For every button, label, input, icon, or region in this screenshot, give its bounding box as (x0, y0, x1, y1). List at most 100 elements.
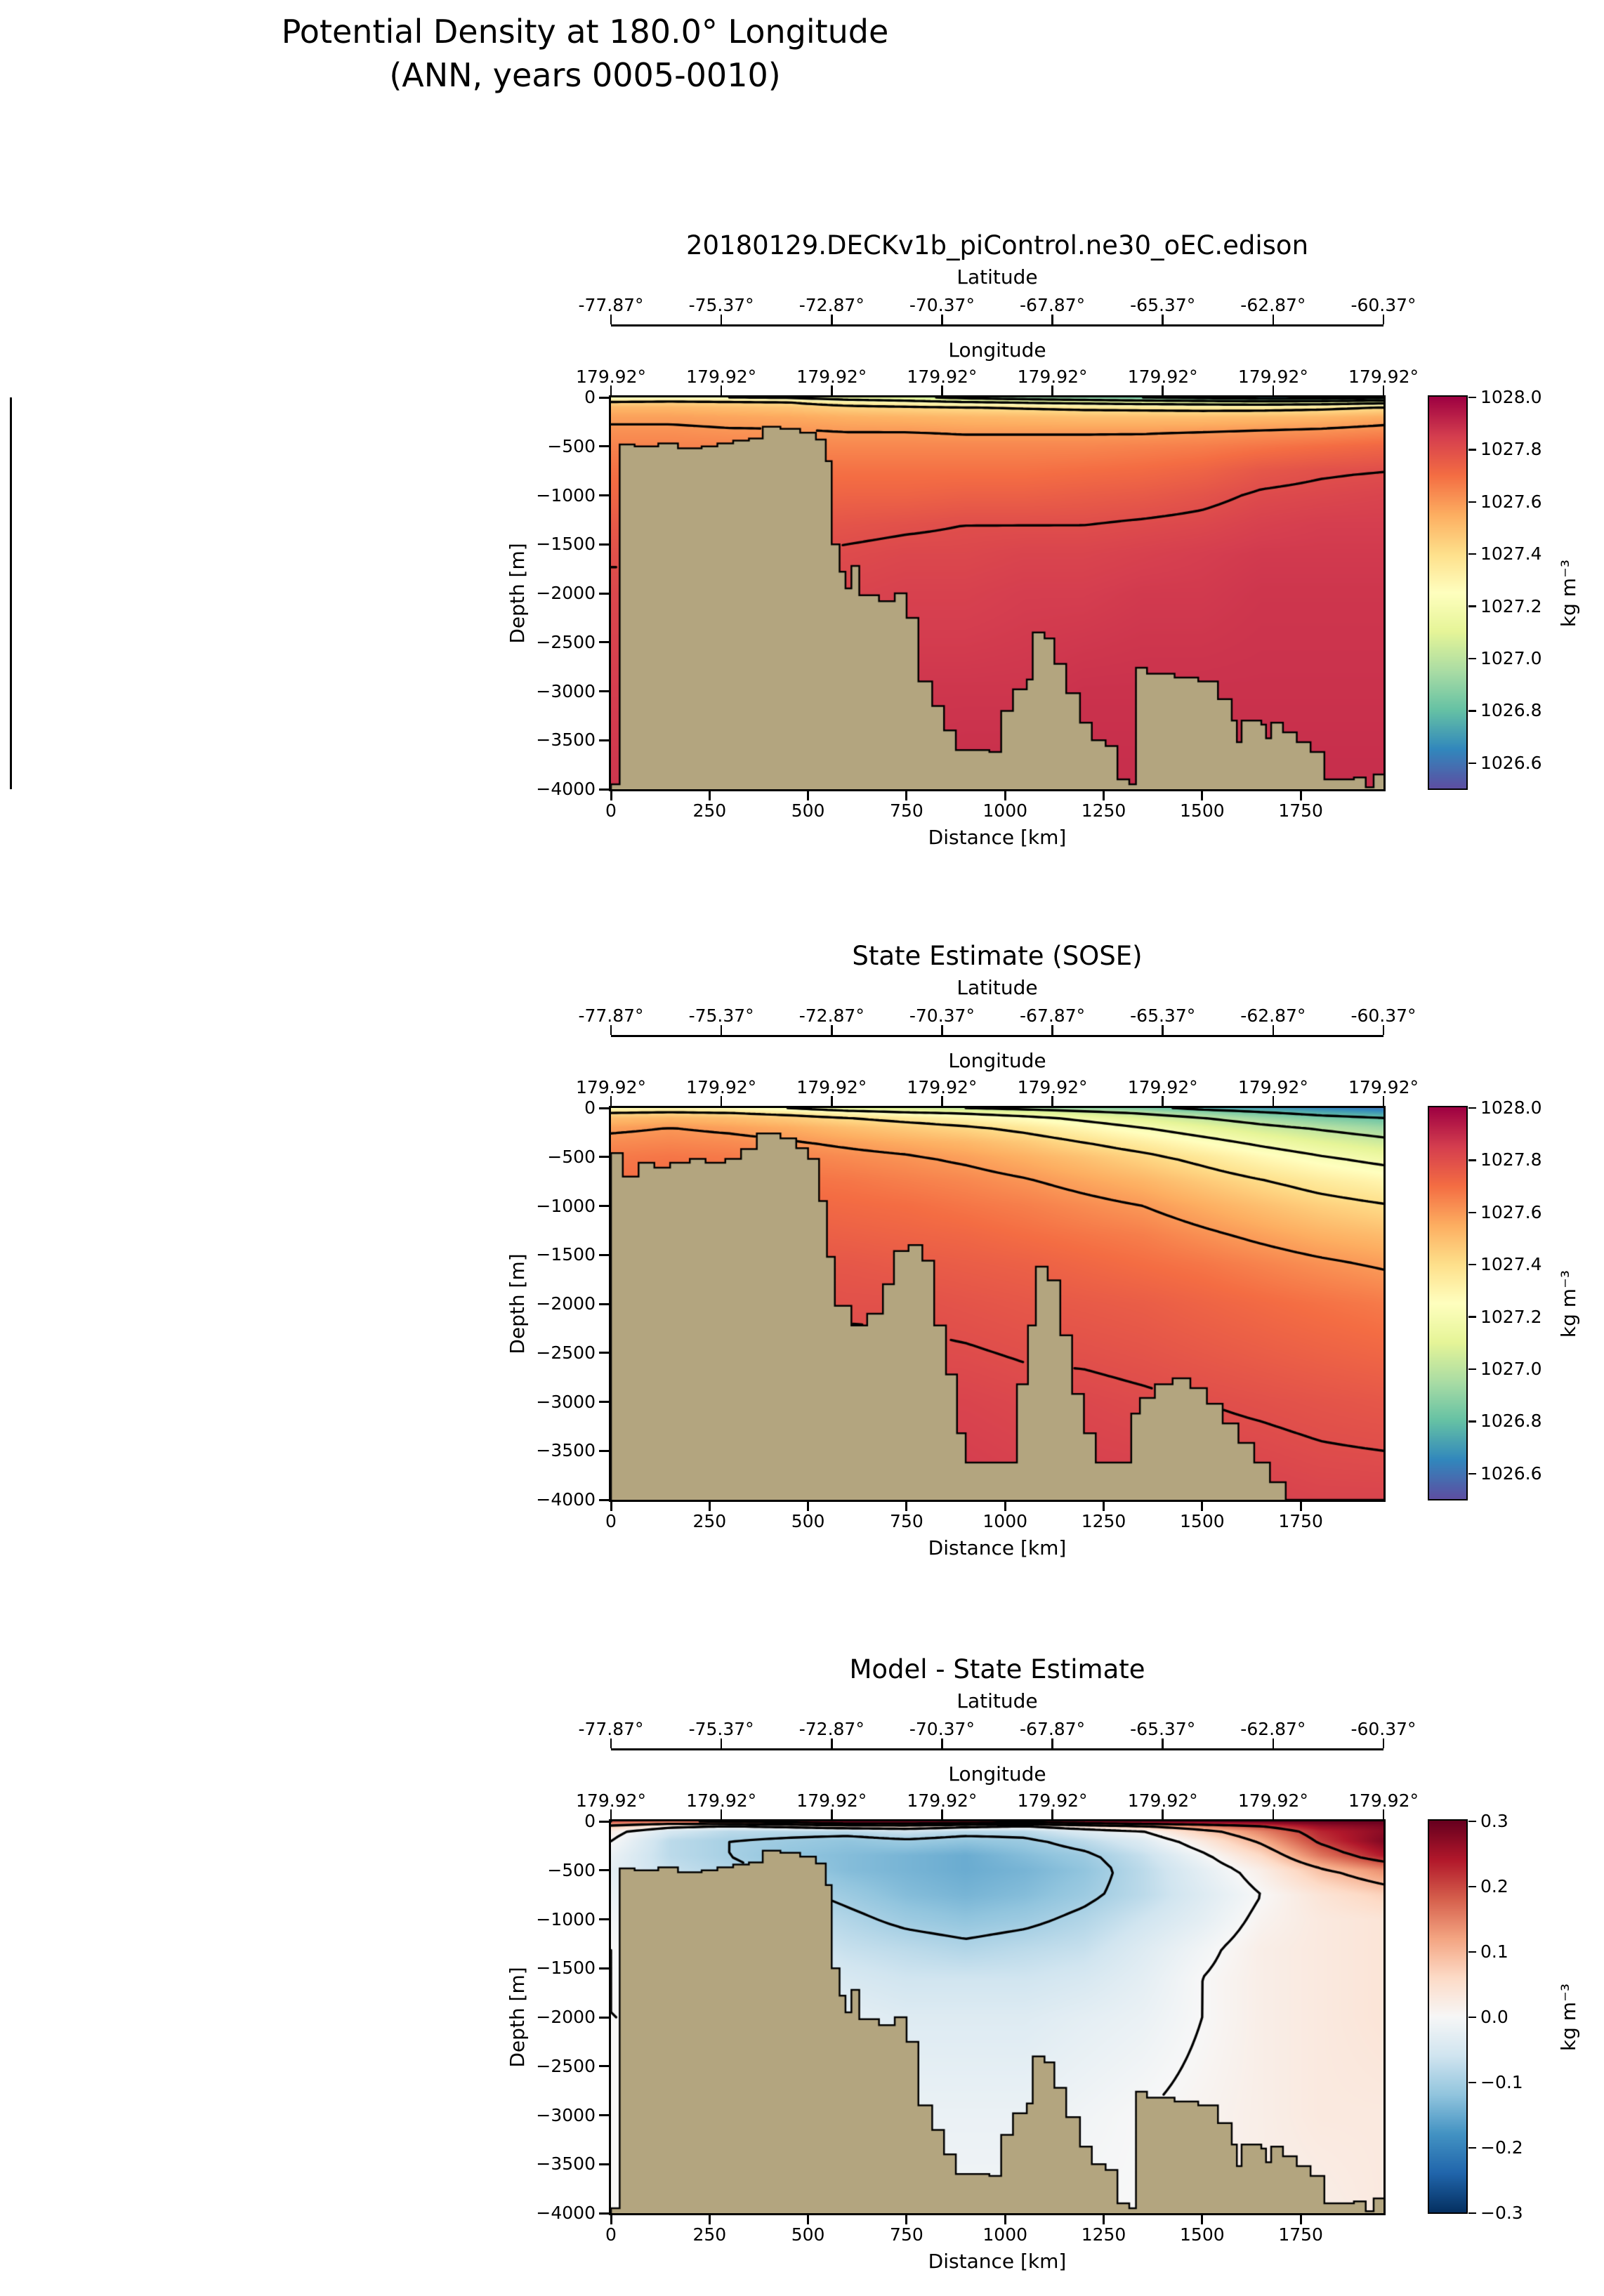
latitude-tick-mark (941, 315, 943, 324)
latitude-tick-label: -70.37° (909, 1719, 975, 1739)
depth-tick-mark (599, 396, 609, 399)
latitude-tick-label: -67.87° (1020, 295, 1086, 315)
depth-tick-mark (599, 445, 609, 448)
colorbar-tick-mark (1468, 1420, 1476, 1423)
longitude-tick-mark (720, 1809, 723, 1819)
depth-tick-mark (599, 1869, 609, 1872)
depth-tick-label: −2000 (536, 2007, 596, 2027)
depth-tick-label: −500 (547, 435, 596, 456)
latitude-tick-label: -77.87° (578, 1719, 644, 1739)
longitude-tick-mark (941, 1809, 943, 1819)
depth-tick-mark (599, 1449, 609, 1452)
longitude-tick-label: 179.92° (1237, 1790, 1308, 1811)
colorbar-tick-mark (1468, 1951, 1476, 1953)
longitude-tick-mark (1051, 1809, 1053, 1819)
latitude-tick-label: -67.87° (1020, 1005, 1086, 1026)
depth-tick-mark (599, 1967, 609, 1970)
longitude-tick-mark (1272, 385, 1275, 395)
depth-tick-mark (599, 494, 609, 496)
colorbar-tick-label: 1027.4 (1480, 543, 1542, 565)
distance-tick-label: 1250 (1081, 2224, 1126, 2245)
longitude-tick-mark (1382, 1096, 1385, 1106)
depth-tick-label: −3000 (536, 680, 596, 701)
colorbar-tick-mark (1468, 1316, 1476, 1318)
colorbar-tick-mark (1468, 553, 1476, 555)
longitude-tick-mark (1272, 1809, 1275, 1819)
longitude-tick-label: 179.92° (1348, 367, 1419, 387)
colorbar-tick-label: 1027.6 (1480, 1201, 1542, 1222)
colorbar-tick-mark (1468, 657, 1476, 660)
colorbar-tick-label: 0.2 (1480, 1876, 1508, 1896)
longitude-tick-mark (1162, 385, 1164, 395)
longitude-tick-mark (831, 1809, 833, 1819)
colorbar (1428, 1819, 1468, 2214)
latitude-tick-mark (1162, 315, 1164, 324)
depth-tick-label: −4000 (536, 2203, 596, 2223)
panel-difference-section: Model - State Estimate Latitude Longitud… (0, 1650, 1604, 2289)
distance-tick-mark (1103, 1502, 1105, 1511)
colorbar-tick-label: 0.0 (1480, 2007, 1508, 2027)
longitude-tick-label: 179.92° (907, 1790, 978, 1811)
longitude-tick-label: 179.92° (1348, 1790, 1419, 1811)
depth-tick-label: −2500 (536, 2055, 596, 2076)
plot-frame (609, 1819, 1386, 2215)
longitude-tick-mark (610, 1096, 612, 1106)
distance-tick-label: 1000 (982, 800, 1028, 821)
distance-tick-mark (1299, 2215, 1302, 2224)
distance-tick-mark (610, 2215, 612, 2224)
figure-title-line2: (ANN, years 0005-0010) (389, 56, 781, 94)
depth-tick-mark (599, 641, 609, 644)
depth-tick-mark (599, 2016, 609, 2019)
longitude-tick-label: 179.92° (686, 367, 757, 387)
distance-tick-label: 750 (890, 1511, 923, 1531)
depth-tick-label: −500 (547, 1859, 596, 1880)
distance-tick-mark (708, 791, 711, 800)
colorbar-tick-mark (1468, 449, 1476, 451)
latitude-tick-label: -72.87° (798, 1005, 865, 1026)
latitude-tick-mark (1162, 1025, 1164, 1035)
distance-tick-mark (905, 1502, 908, 1511)
colorbar-tick-mark (1468, 1263, 1476, 1266)
distance-tick-label: 500 (791, 800, 825, 821)
latitude-tick-mark (941, 1025, 943, 1035)
depth-tick-label: 0 (584, 1097, 596, 1118)
distance-tick-label: 1250 (1081, 800, 1126, 821)
depth-tick-label: −1000 (536, 1908, 596, 1929)
distance-tick-label: 1750 (1278, 800, 1323, 821)
longitude-tick-mark (1051, 1096, 1053, 1106)
difference-section-canvas (611, 1821, 1383, 2213)
depth-tick-mark (599, 1302, 609, 1305)
longitude-tick-label: 179.92° (796, 367, 867, 387)
depth-tick-label: −2000 (536, 583, 596, 603)
latitude-tick-mark (1382, 1739, 1385, 1748)
distance-tick-label: 250 (692, 2224, 727, 2245)
colorbar-unit-label: kg m⁻³ (1557, 1269, 1580, 1338)
depth-tick-mark (599, 2065, 609, 2068)
colorbar-tick-label: 1026.8 (1480, 700, 1542, 721)
colorbar-tick-label: 1027.0 (1480, 1359, 1542, 1379)
longitude-tick-label: 179.92° (1127, 1077, 1198, 1097)
latitude-axis-label: Latitude (957, 1689, 1038, 1713)
longitude-tick-mark (610, 1809, 612, 1819)
depth-tick-label: −3500 (536, 1440, 596, 1461)
latitude-tick-mark (941, 1739, 943, 1748)
colorbar (1428, 1106, 1468, 1500)
longitude-tick-mark (610, 385, 612, 395)
longitude-tick-mark (1382, 385, 1385, 395)
plot-frame (609, 1106, 1386, 1502)
latitude-tick-mark (831, 315, 833, 324)
longitude-tick-mark (941, 1096, 943, 1106)
longitude-tick-label: 179.92° (796, 1077, 867, 1097)
colorbar-tick-label: 1027.8 (1480, 439, 1542, 460)
distance-tick-mark (1299, 791, 1302, 800)
latitude-tick-mark (610, 315, 612, 324)
colorbar-tick-label: 1027.0 (1480, 648, 1542, 668)
latitude-tick-mark (1272, 1025, 1275, 1035)
longitude-tick-label: 179.92° (1017, 367, 1088, 387)
panel-model-section: 20180129.DECKv1b_piControl.ne30_oEC.edis… (0, 226, 1604, 865)
distance-tick-mark (610, 1502, 612, 1511)
colorbar-tick-mark (1468, 1368, 1476, 1371)
depth-tick-mark (599, 1401, 609, 1403)
latitude-tick-mark (720, 315, 723, 324)
colorbar-tick-mark (1468, 2212, 1476, 2215)
